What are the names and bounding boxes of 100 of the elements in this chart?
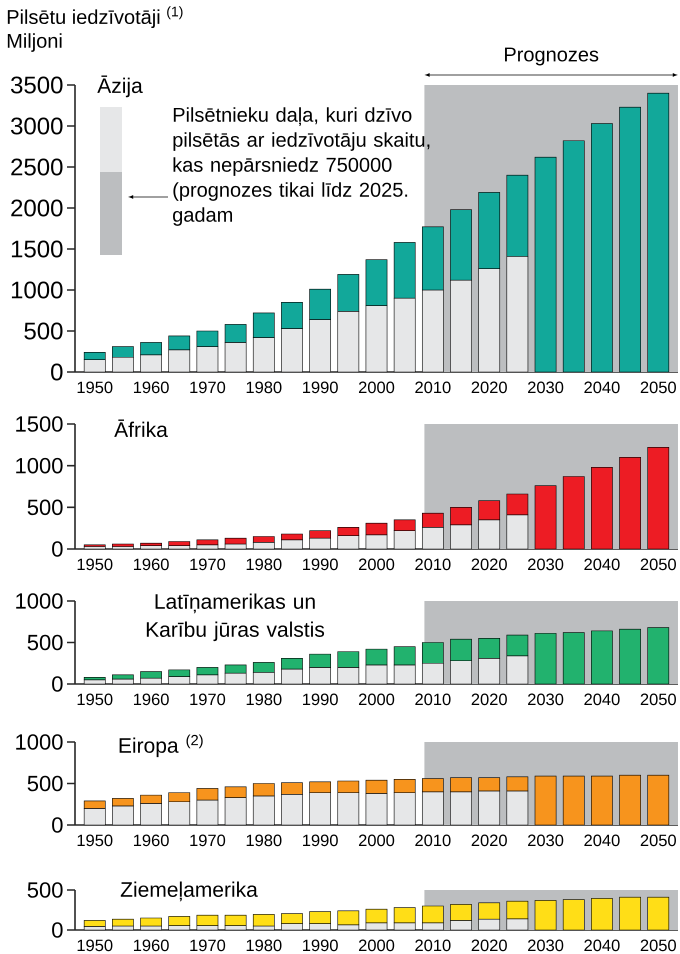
x-tick-label: 2030 [528,558,564,570]
x-tick-label: 2030 [528,694,564,706]
bar [112,678,134,684]
x-tick-label: 1980 [246,834,282,846]
bar [112,544,134,547]
x-tick-label: 2000 [358,834,394,846]
y-tick-label: 1000 [12,282,63,298]
chart-title: Latīņamerikas un Karību jūras valstis [146,594,324,642]
x-tick-label: 1980 [246,940,282,952]
x-tick-label: 2010 [415,382,451,394]
x-tick-label: 2020 [472,558,507,570]
bar [647,92,670,372]
bar [591,123,613,372]
bar [619,896,641,930]
band-label: Prognozes [505,48,598,66]
y-tick-label: 500 [28,776,63,792]
bar [647,447,670,550]
x-tick-label: 2020 [472,940,507,952]
x-tick-label: 2040 [584,558,620,570]
chart-title: Āfrika [114,420,168,438]
x-tick-label: 2000 [358,694,394,706]
x-tick-label: 1960 [134,940,169,952]
y-tick-label: 1000 [16,458,63,474]
x-tick-label: 1990 [303,834,338,846]
x-tick-label: 1950 [78,558,112,570]
bar [562,632,585,684]
x-tick-label: 2050 [640,834,676,846]
y-tick-label: 500 [28,882,63,898]
x-tick-label: 2050 [640,382,676,394]
x-tick-label: 2000 [358,382,394,394]
x-tick-label: 2000 [358,558,394,570]
y-tick-label: 3500 [10,76,63,94]
x-tick-label: 1990 [303,558,338,570]
x-tick-label: 2040 [584,694,620,706]
x-tick-label: 2020 [472,382,507,394]
bar [112,918,134,926]
bar [591,630,613,684]
bar [534,900,556,930]
x-tick-label: 1970 [190,694,226,706]
y-tick-label: 0 [51,364,63,380]
bar [252,914,275,926]
y-tick-label: 0 [52,541,63,557]
x-tick-label: 1950 [78,834,112,846]
y-tick-label: 500 [28,500,63,516]
x-tick-label: 2030 [528,382,564,394]
x-tick-label: 2040 [584,940,620,952]
x-tick-label: 1990 [303,382,338,394]
x-tick-label: 1970 [190,558,226,570]
y-tick-label: 3000 [10,118,63,134]
chart-title: Āzija [97,76,143,98]
x-tick-label: 1950 [78,382,112,394]
x-tick-label: 2010 [415,834,451,846]
bar [562,899,585,930]
y-tick-label: 0 [52,676,63,692]
bar [619,106,641,372]
x-tick-label: 1970 [190,834,226,846]
x-tick-label: 2020 [472,694,507,706]
x-tick-label: 2040 [584,834,620,846]
x-tick-label: 1990 [303,940,338,952]
x-tick-label: 2010 [415,940,451,952]
bar [619,628,641,684]
bar [562,140,585,372]
x-tick-label: 2010 [415,558,451,570]
x-tick-label: 2040 [584,382,620,394]
text: Pilsētnieku daļa, kuri dzīvo pilsētās ar iedzīvotāju skaitu, kas nepārsniedz 750000 (prognozes tikai līdz 2025. gadam [173,107,430,226]
y-tick-label: 1000 [16,593,63,609]
bar [619,457,641,550]
y-tick-label: 0 [52,922,63,938]
x-tick-label: 1950 [78,694,112,706]
y-axis-title: Miljoni [8,33,62,52]
bar [647,896,670,930]
bar [591,776,613,826]
x-tick-label: 1970 [190,940,226,952]
bar [84,677,106,680]
x-tick-label: 1980 [246,382,282,394]
x-tick-label: 1990 [303,694,338,706]
x-tick-label: 2050 [640,940,676,952]
bar [591,467,613,550]
y-tick-label: 1500 [16,416,63,432]
x-tick-label: 2030 [528,834,564,846]
bar [647,774,670,826]
bar [196,540,218,546]
bar [534,633,556,684]
bar [534,776,556,826]
x-tick-label: 2020 [472,834,507,846]
y-tick-label: 2500 [11,158,63,176]
y-tick-label: 0 [52,817,63,833]
y-tick-label: 2000 [11,200,63,216]
bar [140,918,162,926]
x-tick-label: 2050 [640,558,676,570]
x-tick-label: 2000 [358,940,394,952]
bar [619,774,641,826]
y-tick-label: 500 [24,322,63,340]
bar [168,541,190,546]
x-tick-label: 1980 [246,558,282,570]
x-tick-label: 1950 [78,940,112,952]
x-tick-label: 1970 [190,382,226,394]
bar [84,920,106,927]
y-tick-label: 1000 [16,734,63,750]
chart-title: Eiropa $^{(2)}$ [120,734,203,758]
